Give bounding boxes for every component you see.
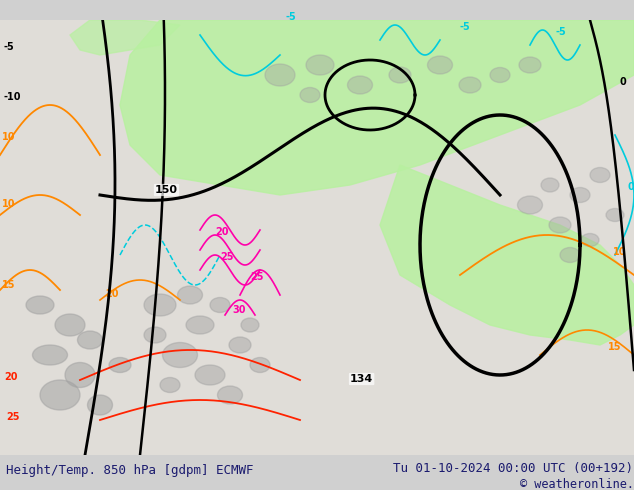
Text: 10: 10 — [2, 132, 15, 142]
Ellipse shape — [178, 286, 202, 304]
Ellipse shape — [560, 247, 580, 263]
Text: 25: 25 — [6, 412, 20, 422]
Ellipse shape — [87, 395, 112, 415]
Text: 134: 134 — [350, 374, 373, 384]
Ellipse shape — [581, 234, 599, 246]
Text: 20: 20 — [105, 289, 119, 299]
Ellipse shape — [590, 168, 610, 182]
Ellipse shape — [26, 296, 54, 314]
Ellipse shape — [517, 196, 543, 214]
Text: 20: 20 — [215, 227, 228, 237]
Ellipse shape — [144, 327, 166, 343]
Text: Tu 01-10-2024 00:00 UTC (00+192): Tu 01-10-2024 00:00 UTC (00+192) — [393, 462, 633, 475]
Text: 0: 0 — [620, 77, 627, 87]
Ellipse shape — [570, 188, 590, 202]
Ellipse shape — [32, 345, 67, 365]
Ellipse shape — [40, 380, 80, 410]
Text: -5: -5 — [460, 22, 471, 32]
Text: 150: 150 — [155, 185, 178, 195]
Ellipse shape — [65, 363, 95, 388]
Text: 15: 15 — [608, 342, 621, 352]
Text: © weatheronline.co.uk: © weatheronline.co.uk — [520, 478, 634, 490]
Polygon shape — [70, 20, 180, 55]
Text: 20: 20 — [4, 372, 18, 382]
Ellipse shape — [519, 57, 541, 73]
Text: 10: 10 — [2, 199, 15, 209]
Ellipse shape — [300, 88, 320, 102]
Text: 0: 0 — [628, 182, 634, 192]
Text: 15: 15 — [2, 280, 15, 290]
Text: Height/Temp. 850 hPa [gdpm] ECMWF: Height/Temp. 850 hPa [gdpm] ECMWF — [6, 464, 254, 477]
Ellipse shape — [306, 55, 334, 75]
Polygon shape — [120, 20, 634, 195]
Ellipse shape — [144, 294, 176, 316]
Text: -10: -10 — [4, 92, 22, 102]
Ellipse shape — [389, 67, 411, 83]
Polygon shape — [380, 165, 634, 345]
Ellipse shape — [250, 358, 270, 372]
Ellipse shape — [186, 316, 214, 334]
Ellipse shape — [241, 318, 259, 332]
Text: 10: 10 — [613, 247, 626, 257]
Text: -5: -5 — [4, 42, 15, 52]
Ellipse shape — [55, 314, 85, 336]
Text: -5: -5 — [555, 27, 566, 37]
Text: -5: -5 — [285, 12, 295, 22]
Text: 25: 25 — [220, 252, 233, 262]
Ellipse shape — [427, 56, 453, 74]
Text: 25: 25 — [250, 272, 264, 282]
Ellipse shape — [229, 337, 251, 353]
Ellipse shape — [347, 76, 373, 94]
Ellipse shape — [606, 209, 624, 221]
Ellipse shape — [265, 64, 295, 86]
Ellipse shape — [77, 331, 103, 349]
Ellipse shape — [195, 365, 225, 385]
Ellipse shape — [109, 358, 131, 372]
Ellipse shape — [541, 178, 559, 192]
Ellipse shape — [210, 297, 230, 313]
Ellipse shape — [217, 386, 242, 404]
Ellipse shape — [490, 68, 510, 82]
Polygon shape — [0, 20, 634, 455]
Ellipse shape — [549, 217, 571, 233]
Ellipse shape — [160, 377, 180, 392]
Text: 30: 30 — [232, 305, 245, 315]
Ellipse shape — [459, 77, 481, 93]
Ellipse shape — [162, 343, 198, 368]
